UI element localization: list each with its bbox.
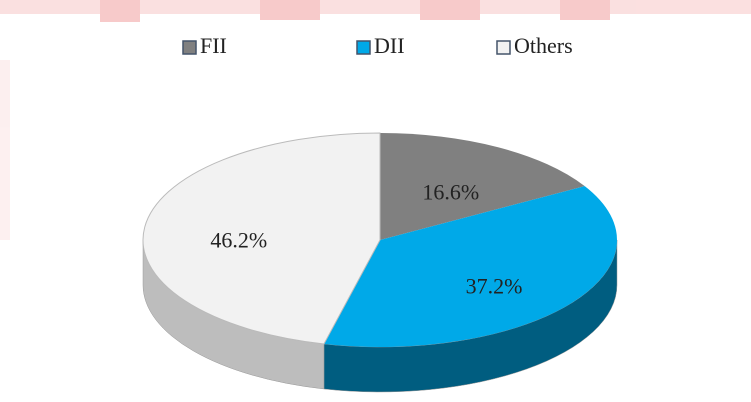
slice — [380, 133, 585, 240]
watermark-shape — [420, 0, 480, 20]
legend-swatch — [356, 40, 371, 55]
watermark — [0, 0, 751, 240]
data-label: 16.6% — [422, 179, 479, 204]
legend-swatch — [182, 40, 197, 55]
legend-label: Others — [514, 33, 573, 58]
legend-label: FII — [200, 33, 227, 58]
legend-label: DII — [374, 33, 405, 58]
watermark-shape — [260, 0, 320, 20]
data-label: 37.2% — [466, 273, 523, 298]
watermark-shape — [0, 60, 10, 240]
watermark-shape — [560, 0, 610, 20]
slice — [323, 186, 618, 347]
watermark-shape — [100, 0, 140, 22]
data-label: 46.2% — [210, 227, 267, 252]
legend-swatch — [496, 40, 511, 55]
slice — [142, 132, 381, 345]
